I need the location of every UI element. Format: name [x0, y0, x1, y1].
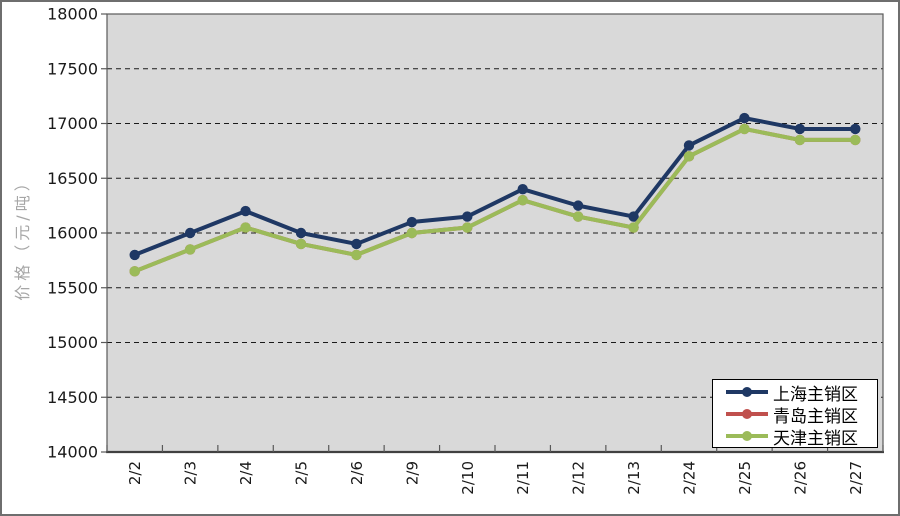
legend-item-qingdao: 青岛主销区	[713, 403, 877, 427]
y-tick-label: 15500	[47, 278, 98, 297]
legend-item-tianjin: 天津主销区	[713, 425, 877, 449]
legend-line-marker-icon	[726, 408, 768, 420]
legend: 上海主销区 青岛主销区 天津主销区	[712, 379, 878, 449]
series-marker-2	[351, 249, 362, 261]
series-marker-0	[184, 227, 196, 239]
series-marker-0	[628, 211, 639, 222]
series-marker-2	[794, 134, 806, 146]
series-marker-0	[240, 205, 251, 217]
x-tick-label: 2/4	[237, 461, 255, 485]
y-tick-label: 18000	[47, 5, 98, 24]
series-marker-2	[184, 244, 196, 255]
x-tick-label: 2/6	[348, 461, 366, 485]
series-marker-2	[462, 222, 473, 233]
series-marker-0	[683, 140, 695, 151]
series-marker-2	[850, 134, 861, 146]
y-tick-label: 14000	[47, 443, 98, 462]
y-tick-label: 15000	[47, 333, 98, 352]
series-marker-0	[739, 112, 750, 124]
x-tick-label: 2/25	[736, 461, 754, 495]
series-marker-2	[683, 151, 695, 162]
x-tick-label: 2/13	[625, 461, 643, 495]
series-marker-2	[240, 222, 251, 233]
series-marker-0	[406, 216, 418, 228]
legend-label: 青岛主销区	[773, 406, 858, 427]
series-marker-0	[794, 123, 806, 135]
series-marker-0	[129, 249, 140, 261]
y-tick-label: 16500	[47, 169, 98, 188]
x-tick-label: 2/26	[791, 461, 809, 495]
series-marker-0	[462, 211, 473, 222]
series-marker-2	[295, 238, 307, 250]
y-tick-label: 17000	[47, 114, 98, 133]
legend-item-shanghai: 上海主销区	[713, 381, 877, 405]
series-marker-2	[406, 227, 418, 239]
legend-line-marker-icon	[726, 430, 768, 442]
x-tick-label: 2/27	[847, 461, 865, 495]
series-marker-0	[517, 184, 528, 195]
series-line-0	[132, 116, 858, 257]
series-marker-2	[129, 266, 140, 277]
series-marker-2	[517, 194, 528, 206]
legend-label: 天津主销区	[773, 428, 858, 449]
y-tick-label: 17500	[47, 59, 98, 78]
legend-label: 上海主销区	[773, 384, 858, 405]
series-line-2	[132, 126, 858, 274]
series-marker-0	[295, 227, 307, 239]
series-marker-0	[850, 123, 861, 135]
x-tick-label: 2/5	[293, 461, 311, 485]
x-tick-label: 2/10	[459, 461, 477, 495]
series-marker-2	[572, 211, 584, 222]
x-tick-label: 2/3	[182, 461, 200, 485]
legend-line-marker-icon	[726, 386, 768, 398]
x-tick-label: 2/12	[570, 461, 588, 495]
series-marker-2	[739, 123, 750, 135]
series-marker-0	[572, 200, 584, 211]
series-marker-0	[351, 238, 362, 250]
y-tick-label: 14500	[47, 388, 98, 407]
x-tick-label: 2/24	[681, 461, 699, 495]
x-tick-label: 2/9	[403, 461, 421, 485]
y-axis-title: 价格（元/吨）	[13, 171, 32, 301]
y-tick-label: 16000	[47, 224, 98, 243]
x-tick-label: 2/11	[514, 461, 532, 495]
series-marker-2	[628, 222, 639, 233]
x-tick-label: 2/2	[126, 461, 144, 485]
